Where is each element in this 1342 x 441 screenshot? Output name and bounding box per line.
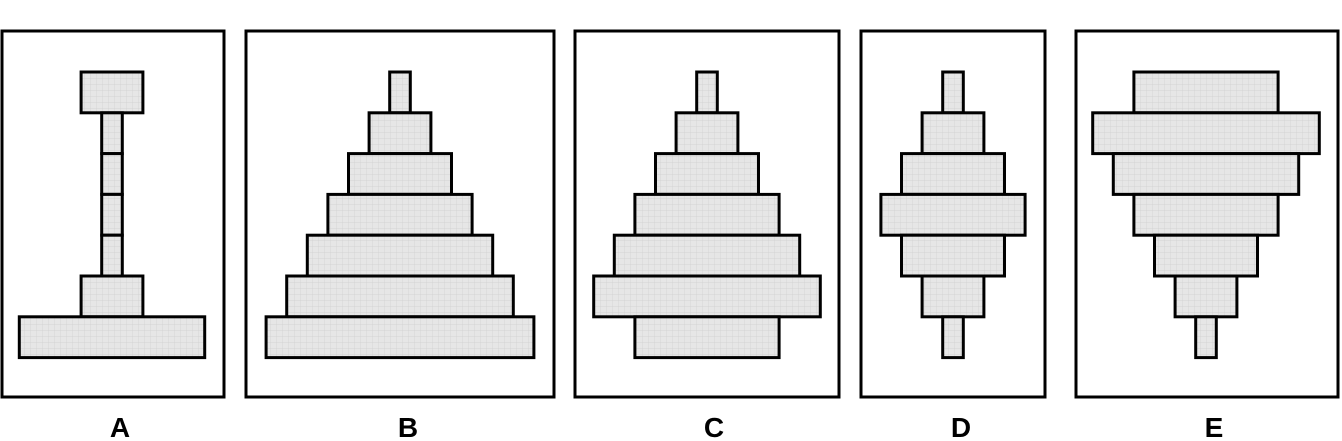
panel-a-bar-6 [79,274,145,319]
panel-c-bar-6 [592,274,822,319]
panel-d-bars [879,70,1027,360]
panel-b-bar-5 [305,233,495,278]
panel-c-bar-5 [612,233,802,278]
panel-e-bar-7 [1194,315,1218,360]
panel-a-bars [17,70,207,360]
panel-c-bar-7 [633,315,781,360]
panel-d-bar-3 [900,152,1006,196]
panel-e-bar-2 [1091,111,1321,156]
panel-e-bars [1091,70,1321,360]
panel-b: B [244,29,556,441]
panel-c: C [573,29,841,441]
panel-d-bar-7 [941,315,965,360]
panel-e-bar-1 [1132,70,1280,115]
panel-d-bar-1 [941,70,965,115]
panel-a-bar-5 [100,233,124,278]
panel-d-bar-4 [879,192,1027,237]
panel-a: A [0,29,226,441]
panel-b-bar-3 [347,152,453,196]
panel-a-bar-7 [17,315,207,360]
panel-c-bars [592,70,822,360]
panel-c-bar-2 [674,111,740,156]
panel-c-bar-4 [633,192,781,237]
panel-c-label: C [704,412,724,441]
panel-c-bar-3 [654,152,760,196]
panel-d-bar-6 [920,274,986,319]
panel-d-label: D [951,412,971,441]
panel-b-bar-7 [264,315,536,360]
panel-b-bars [264,70,536,360]
panel-b-bar-2 [367,111,433,156]
panel-e-label: E [1205,412,1224,441]
panel-d: D [859,29,1047,441]
panel-e-bar-4 [1132,192,1280,237]
panel-a-label: A [110,412,130,441]
panel-a-bar-3 [100,152,124,196]
panel-e-bar-5 [1153,233,1259,278]
panel-d-bar-2 [920,111,986,156]
panel-a-bar-4 [100,192,124,237]
panel-e: E [1074,29,1340,441]
panel-a-bar-1 [79,70,145,115]
panel-e-bar-6 [1173,274,1239,319]
panel-b-bar-4 [326,192,474,237]
panel-e-bar-3 [1111,152,1301,196]
panel-b-bar-1 [388,70,412,115]
panel-c-bar-1 [695,70,719,115]
panel-b-bar-6 [285,274,515,319]
panel-b-label: B [398,412,418,441]
panel-d-bar-5 [900,233,1006,278]
panel-a-bar-2 [100,111,124,156]
